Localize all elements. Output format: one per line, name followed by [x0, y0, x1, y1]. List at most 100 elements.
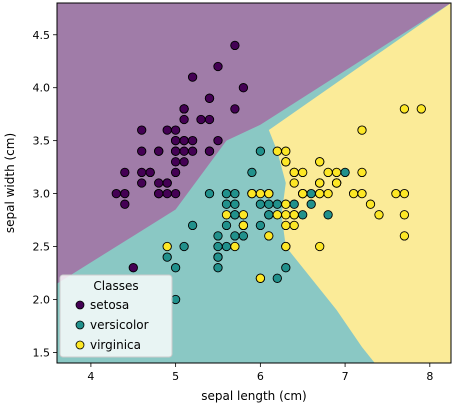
point-versicolor	[255, 146, 266, 156]
point-setosa	[170, 135, 181, 146]
point-setosa	[179, 114, 189, 125]
point-virginica	[416, 104, 426, 114]
region-virginica	[268, 3, 451, 363]
point-versicolor	[264, 199, 274, 209]
point-versicolor	[221, 199, 232, 209]
point-setosa	[137, 178, 147, 188]
point-setosa	[162, 188, 172, 199]
point-virginica	[399, 210, 410, 220]
x-tick-label: 8	[426, 370, 433, 383]
point-virginica	[238, 210, 249, 220]
point-virginica	[357, 167, 367, 178]
point-setosa	[230, 104, 240, 114]
legend-box	[59, 274, 173, 358]
point-virginica	[289, 167, 299, 178]
point-setosa	[128, 263, 138, 273]
plot-frame	[56, 2, 452, 364]
point-setosa	[213, 61, 223, 72]
point-virginica	[315, 241, 325, 252]
point-setosa	[120, 199, 130, 209]
point-setosa	[196, 114, 206, 125]
point-setosa	[187, 135, 198, 146]
point-virginica	[289, 210, 299, 220]
point-virginica	[315, 188, 325, 199]
point-setosa	[120, 188, 130, 199]
point-virginica	[281, 210, 291, 220]
point-setosa	[137, 125, 147, 135]
point-setosa	[238, 83, 249, 93]
point-versicolor	[298, 210, 308, 220]
point-setosa	[120, 167, 130, 178]
point-versicolor	[170, 294, 181, 305]
legend-title: Classes	[93, 279, 138, 293]
point-setosa	[137, 167, 147, 178]
y-axis-ticks: 1.5 2.0 2.5 3.0 3.5 4.0 4.5	[33, 29, 57, 359]
point-versicolor	[255, 199, 266, 209]
point-setosa	[170, 146, 181, 156]
legend-label-versicolor: versicolor	[90, 318, 149, 332]
point-virginica	[221, 210, 232, 220]
point-versicolor	[247, 167, 257, 178]
y-tick-label: 4.5	[33, 29, 51, 42]
point-setosa	[170, 167, 181, 178]
x-axis-ticks: 4 5 6 7 8	[87, 363, 433, 383]
point-versicolor	[187, 220, 198, 231]
point-setosa	[137, 146, 147, 156]
point-versicolor	[264, 210, 274, 220]
point-virginica	[272, 210, 282, 220]
point-setosa	[204, 114, 215, 125]
legend-marker-virginica	[75, 340, 85, 350]
point-setosa	[170, 125, 181, 135]
point-versicolor	[221, 241, 232, 252]
point-virginica	[399, 188, 410, 199]
point-setosa	[204, 146, 215, 156]
point-versicolor	[238, 231, 249, 241]
point-setosa	[179, 135, 189, 146]
point-virginica	[255, 188, 266, 199]
point-versicolor	[230, 231, 240, 241]
point-setosa	[204, 93, 215, 103]
point-virginica	[247, 188, 257, 199]
point-virginica	[391, 188, 401, 199]
point-setosa	[145, 167, 155, 178]
point-virginica	[315, 178, 325, 188]
point-virginica	[272, 146, 282, 156]
point-virginica	[255, 273, 266, 283]
point-versicolor	[213, 263, 223, 273]
point-setosa	[187, 72, 198, 82]
point-virginica	[348, 188, 359, 199]
legend-marker-setosa	[75, 300, 85, 310]
point-versicolor	[272, 199, 282, 209]
point-versicolor	[306, 199, 316, 209]
y-tick-label: 3.0	[33, 188, 51, 201]
point-setosa	[154, 146, 164, 156]
y-tick-label: 2.0	[33, 293, 51, 306]
legend-marker-versicolor	[75, 320, 85, 330]
point-virginica	[230, 241, 240, 252]
point-virginica	[281, 241, 291, 252]
point-virginica	[357, 125, 367, 135]
point-virginica	[264, 231, 274, 241]
legend-label-setosa: setosa	[90, 298, 129, 312]
y-axis-label: sepal width (cm)	[3, 133, 17, 233]
point-versicolor	[340, 167, 350, 178]
y-tick-label: 4.0	[33, 82, 51, 95]
point-virginica	[315, 157, 325, 167]
point-setosa	[230, 40, 240, 51]
point-versicolor	[213, 241, 223, 252]
point-virginica	[374, 210, 384, 220]
x-tick-label: 6	[257, 370, 264, 383]
point-versicolor	[272, 273, 282, 283]
legend-label-virginica: virginica	[90, 338, 141, 352]
point-virginica	[289, 178, 299, 188]
point-virginica	[298, 188, 308, 199]
point-setosa	[162, 125, 172, 135]
point-versicolor	[281, 263, 291, 273]
y-tick-label: 1.5	[33, 346, 51, 359]
point-virginica	[298, 167, 308, 178]
point-versicolor	[170, 263, 181, 273]
point-versicolor	[306, 188, 316, 199]
x-axis-label: sepal length (cm)	[201, 389, 306, 403]
point-setosa	[170, 157, 181, 167]
